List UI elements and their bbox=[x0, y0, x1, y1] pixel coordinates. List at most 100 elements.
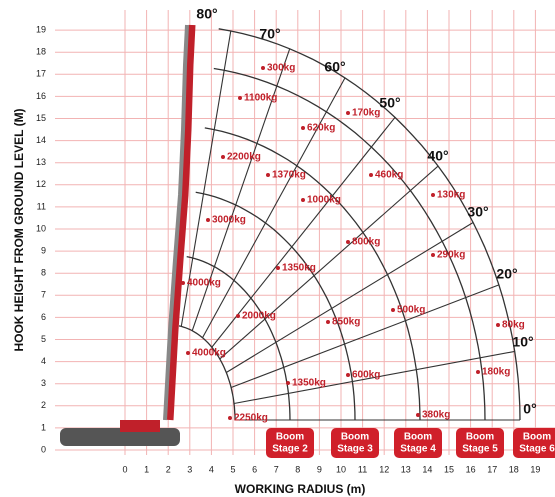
load-point bbox=[431, 253, 435, 257]
load-point bbox=[238, 96, 242, 100]
y-tick-label: 14 bbox=[36, 135, 46, 145]
load-point bbox=[301, 126, 305, 130]
load-label: 800kg bbox=[352, 237, 380, 248]
load-point bbox=[301, 198, 305, 202]
stage-label: Stage 6 bbox=[519, 444, 555, 455]
load-label: 170kg bbox=[352, 108, 380, 119]
angle-line bbox=[180, 30, 232, 327]
load-point bbox=[206, 218, 210, 222]
x-tick-label: 6 bbox=[252, 464, 257, 474]
x-tick-label: 0 bbox=[122, 464, 127, 474]
load-label: 620kg bbox=[307, 123, 335, 134]
x-tick-label: 4 bbox=[209, 464, 214, 474]
x-tick-label: 3 bbox=[187, 464, 192, 474]
load-point bbox=[228, 416, 232, 420]
angle-line bbox=[233, 350, 515, 405]
y-axis-title: HOOK HEIGHT FROM GROUND LEVEL (M) bbox=[12, 108, 26, 351]
y-tick-label: 13 bbox=[36, 157, 46, 167]
x-tick-label: 12 bbox=[379, 464, 389, 474]
load-point bbox=[186, 351, 190, 355]
x-tick-label: 7 bbox=[274, 464, 279, 474]
load-label: 3000kg bbox=[212, 215, 246, 226]
load-label: 2000kg bbox=[242, 311, 276, 322]
load-label: 1350kg bbox=[282, 263, 316, 274]
crane-tracks bbox=[60, 428, 180, 446]
angle-label: 50° bbox=[379, 95, 400, 111]
curves bbox=[178, 28, 521, 421]
crane-boom-shadow bbox=[163, 24, 189, 421]
load-point bbox=[266, 173, 270, 177]
load-point bbox=[496, 323, 500, 327]
x-tick-label: 8 bbox=[295, 464, 300, 474]
x-tick-label: 11 bbox=[358, 464, 367, 474]
load-label: 300kg bbox=[267, 63, 295, 74]
stage-box bbox=[456, 428, 504, 458]
stage-arc bbox=[195, 191, 356, 421]
y-tick-label: 8 bbox=[41, 268, 46, 278]
stage-label: Boom bbox=[341, 432, 369, 443]
stage-arc bbox=[178, 325, 236, 420]
stage-label: Stage 3 bbox=[337, 444, 373, 455]
angle-label: 20° bbox=[496, 266, 517, 282]
angle-label: 60° bbox=[324, 59, 345, 75]
y-tick-label: 4 bbox=[41, 356, 46, 366]
crane-boom bbox=[166, 24, 196, 421]
y-tick-label: 7 bbox=[41, 290, 46, 300]
load-label: 1100kg bbox=[244, 93, 277, 104]
load-label: 380kg bbox=[422, 410, 450, 421]
load-point bbox=[346, 240, 350, 244]
y-tick-label: 17 bbox=[36, 69, 46, 79]
y-tick-label: 6 bbox=[41, 312, 46, 322]
y-tick-label: 11 bbox=[37, 201, 46, 211]
load-label: 850kg bbox=[332, 317, 360, 328]
x-tick-label: 5 bbox=[230, 464, 235, 474]
load-label: 4000kg bbox=[187, 278, 221, 289]
crane-body bbox=[120, 420, 160, 432]
load-point bbox=[236, 314, 240, 318]
angle-line bbox=[219, 165, 439, 360]
y-tick-label: 10 bbox=[36, 223, 46, 233]
stage-box bbox=[394, 428, 442, 458]
y-tick-label: 18 bbox=[36, 47, 46, 57]
grid: 0 1 2 3 4 5 6 7 8 9 10 11 12 13 14 15 16 17 18 190123456789… bbox=[36, 10, 555, 474]
stage-label: Stage 5 bbox=[462, 444, 498, 455]
stage-label: Boom bbox=[466, 432, 494, 443]
stage-label: Boom bbox=[404, 432, 432, 443]
x-tick-label: 18 bbox=[509, 464, 519, 474]
x-tick-label: 9 bbox=[317, 464, 322, 474]
x-tick-label: 13 bbox=[401, 464, 411, 474]
stage-label: Stage 2 bbox=[272, 444, 308, 455]
angle-line bbox=[211, 117, 396, 348]
load-point bbox=[346, 111, 350, 115]
angle-label: 40° bbox=[427, 148, 448, 164]
angle-line bbox=[191, 48, 291, 331]
load-point bbox=[326, 320, 330, 324]
x-tick-label: 15 bbox=[444, 464, 454, 474]
load-label: 130kg bbox=[437, 190, 465, 201]
crane-drawing bbox=[60, 24, 196, 446]
x-axis-title: WORKING RADIUS (m) bbox=[235, 482, 366, 496]
load-label: 1000kg bbox=[307, 195, 341, 206]
x-tick-label: 2 bbox=[166, 464, 171, 474]
load-point bbox=[261, 66, 265, 70]
y-tick-label: 12 bbox=[36, 179, 46, 189]
y-tick-label: 16 bbox=[36, 91, 46, 101]
x-tick-label: 1 bbox=[144, 464, 149, 474]
x-tick-label: 16 bbox=[466, 464, 476, 474]
angle-line bbox=[230, 284, 500, 389]
stage-label: Boom bbox=[276, 432, 304, 443]
x-tick-label: 14 bbox=[422, 464, 432, 474]
load-label: 180kg bbox=[482, 367, 510, 378]
stage-arc bbox=[218, 28, 521, 421]
y-tick-label: 2 bbox=[41, 400, 46, 410]
x-tick-label: 17 bbox=[487, 464, 497, 474]
y-tick-label: 15 bbox=[36, 113, 46, 123]
stage-label: Boom bbox=[523, 432, 551, 443]
load-label: 1370kg bbox=[272, 170, 306, 181]
stage-label: Stage 4 bbox=[400, 444, 436, 455]
stage-arc bbox=[213, 67, 486, 421]
x-tick-label: 10 bbox=[336, 464, 346, 474]
stage-box bbox=[266, 428, 314, 458]
load-point bbox=[181, 281, 185, 285]
